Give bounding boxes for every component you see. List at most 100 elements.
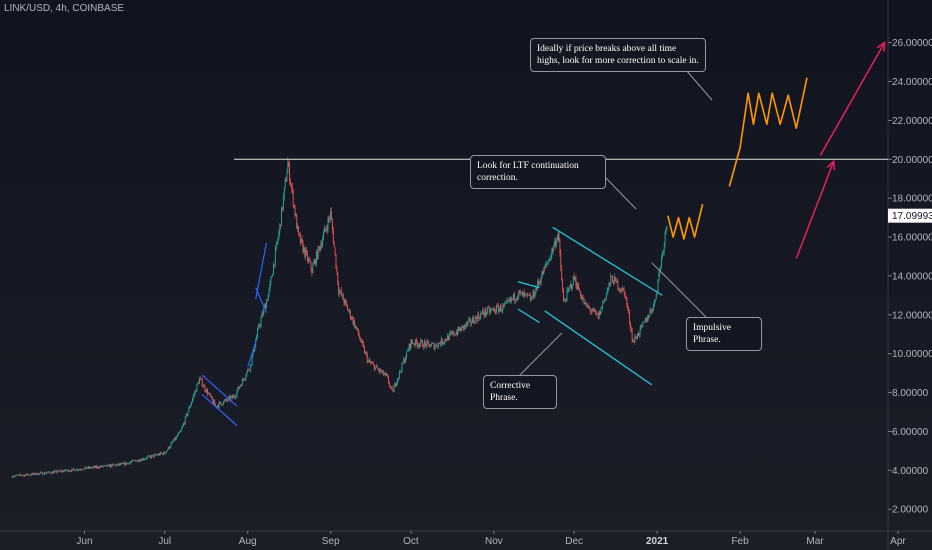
candle-body <box>285 179 287 182</box>
price-tick-label: 12.00000 <box>892 310 932 321</box>
candle-body <box>350 317 352 319</box>
candle-body <box>386 374 388 376</box>
candle-body <box>581 298 583 300</box>
candle-body <box>494 308 496 313</box>
time-axis[interactable]: Jun Jul Aug Sep Oct Nov Dec 2021 Feb Mar Apr <box>76 531 906 547</box>
candle-body <box>298 226 299 234</box>
candle-body <box>374 366 376 370</box>
candle-body <box>633 341 635 343</box>
candle-body <box>202 386 204 387</box>
candle-body <box>146 457 148 459</box>
note-ath[interactable]: Ideally if price breaks above all time h… <box>530 38 706 72</box>
candle-body <box>571 285 573 289</box>
candle-body <box>647 316 649 319</box>
candle-body <box>389 386 391 387</box>
candle-body <box>239 386 241 389</box>
candle-body <box>394 383 396 387</box>
candle-body <box>579 289 580 292</box>
candle-body <box>265 300 267 309</box>
candle-body <box>450 332 452 334</box>
candle-body <box>377 368 379 370</box>
candle-body <box>242 379 244 380</box>
note-ltf[interactable]: Look for LTF continuation correction. <box>470 155 606 189</box>
price-tick-label: 6.00000 <box>892 427 929 438</box>
candle-body <box>221 403 223 406</box>
candle-body <box>160 452 162 454</box>
candle-body <box>515 299 517 301</box>
candle-body <box>478 314 480 318</box>
candle-body <box>542 271 544 275</box>
candle-body <box>392 390 394 392</box>
candle-body <box>460 328 462 331</box>
candle-body <box>544 267 546 269</box>
candle-body <box>132 460 134 462</box>
price-tick-label: 26.00000 <box>892 38 932 49</box>
candle-body <box>641 325 643 326</box>
candle-body <box>352 317 354 324</box>
candle-body <box>290 184 292 188</box>
note-corrective[interactable]: Corrective Phrase. <box>483 375 557 409</box>
note-corrective-connector <box>519 332 563 376</box>
candle-body <box>481 310 483 314</box>
candle-body <box>272 274 274 277</box>
candle-body <box>366 354 368 362</box>
candle-body <box>224 400 225 402</box>
candle-body <box>271 276 273 278</box>
candle-body <box>100 466 101 468</box>
candle-body <box>535 287 537 295</box>
last-price-badge <box>888 208 932 223</box>
candle-body <box>56 470 58 473</box>
candle-body <box>480 313 481 319</box>
candle-body <box>189 407 191 409</box>
candle-body <box>629 322 631 329</box>
candle-body <box>309 261 311 263</box>
candle-body <box>530 295 531 301</box>
note-impulsive[interactable]: Impulsive Phrase. <box>686 317 762 351</box>
candle-body <box>315 259 316 265</box>
candle-body <box>313 262 315 266</box>
candle-body <box>423 341 425 348</box>
candle-body <box>570 284 572 286</box>
candle-body <box>337 272 339 284</box>
candle-body <box>568 288 570 290</box>
time-tick-label: Dec <box>565 536 583 547</box>
candle-body <box>586 302 588 307</box>
candle-body <box>389 383 390 387</box>
candle-body <box>469 318 471 320</box>
candle-body <box>483 313 485 316</box>
candle-body <box>80 469 82 470</box>
candle-body <box>158 453 159 456</box>
candle-body <box>565 300 567 302</box>
candle-body <box>305 250 307 257</box>
candle-body <box>111 464 113 467</box>
candle-body <box>443 342 445 343</box>
symbol-title[interactable]: LINK/USD, 4h, COINBASE <box>4 3 125 14</box>
candle-body <box>270 277 272 283</box>
candle-body <box>653 304 655 310</box>
candle-body <box>42 472 43 475</box>
candle-body <box>368 360 370 361</box>
candle-body <box>506 300 508 302</box>
price-axis[interactable]: 2.00000 4.00000 6.00000 8.00000 10.00000 12.0… <box>888 38 932 516</box>
candle-body <box>92 466 94 468</box>
candle-body <box>331 219 333 231</box>
candle-body <box>543 267 545 275</box>
candle-body <box>210 396 212 397</box>
candle-body <box>228 396 230 398</box>
candle-body <box>11 476 13 478</box>
candle-body <box>59 470 61 472</box>
candle-body <box>39 473 41 474</box>
candle-body <box>166 450 167 453</box>
candle-body <box>572 276 574 286</box>
candle-body <box>378 369 380 372</box>
candle-body <box>327 218 329 231</box>
candle-body <box>449 333 451 334</box>
candle-body <box>346 302 348 306</box>
candle-body <box>211 396 213 400</box>
candle-body <box>435 344 437 347</box>
candle-body <box>600 306 602 315</box>
candle-body <box>452 331 454 334</box>
candle-body <box>629 311 630 323</box>
candle-body <box>603 301 605 303</box>
